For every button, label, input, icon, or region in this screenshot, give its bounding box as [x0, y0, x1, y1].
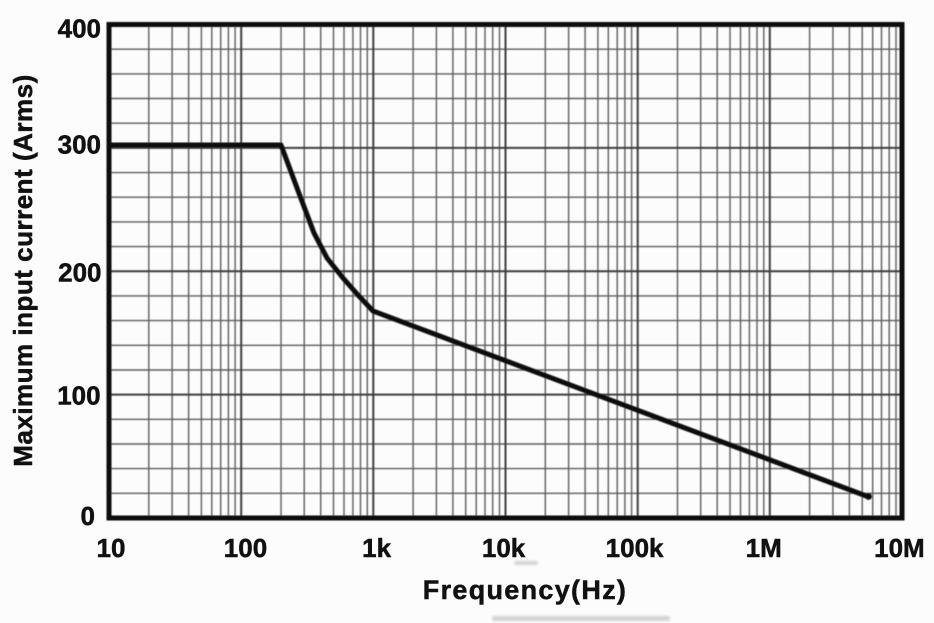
svg-text:1M: 1M	[746, 533, 782, 563]
svg-text:100: 100	[224, 533, 267, 563]
svg-text:10: 10	[97, 533, 126, 563]
svg-text:1k: 1k	[362, 533, 391, 563]
svg-text:10k: 10k	[482, 533, 526, 563]
svg-text:Frequency(Hz): Frequency(Hz)	[423, 575, 627, 605]
svg-text:0: 0	[81, 501, 95, 531]
svg-text:100k: 100k	[606, 533, 664, 563]
svg-text:400: 400	[58, 14, 101, 44]
svg-text:Maximum input current (Arms): Maximum input current (Arms)	[8, 74, 38, 467]
svg-text:300: 300	[58, 130, 101, 160]
svg-text:100: 100	[57, 381, 100, 411]
svg-text:10M: 10M	[874, 533, 925, 563]
svg-text:200: 200	[58, 258, 101, 288]
